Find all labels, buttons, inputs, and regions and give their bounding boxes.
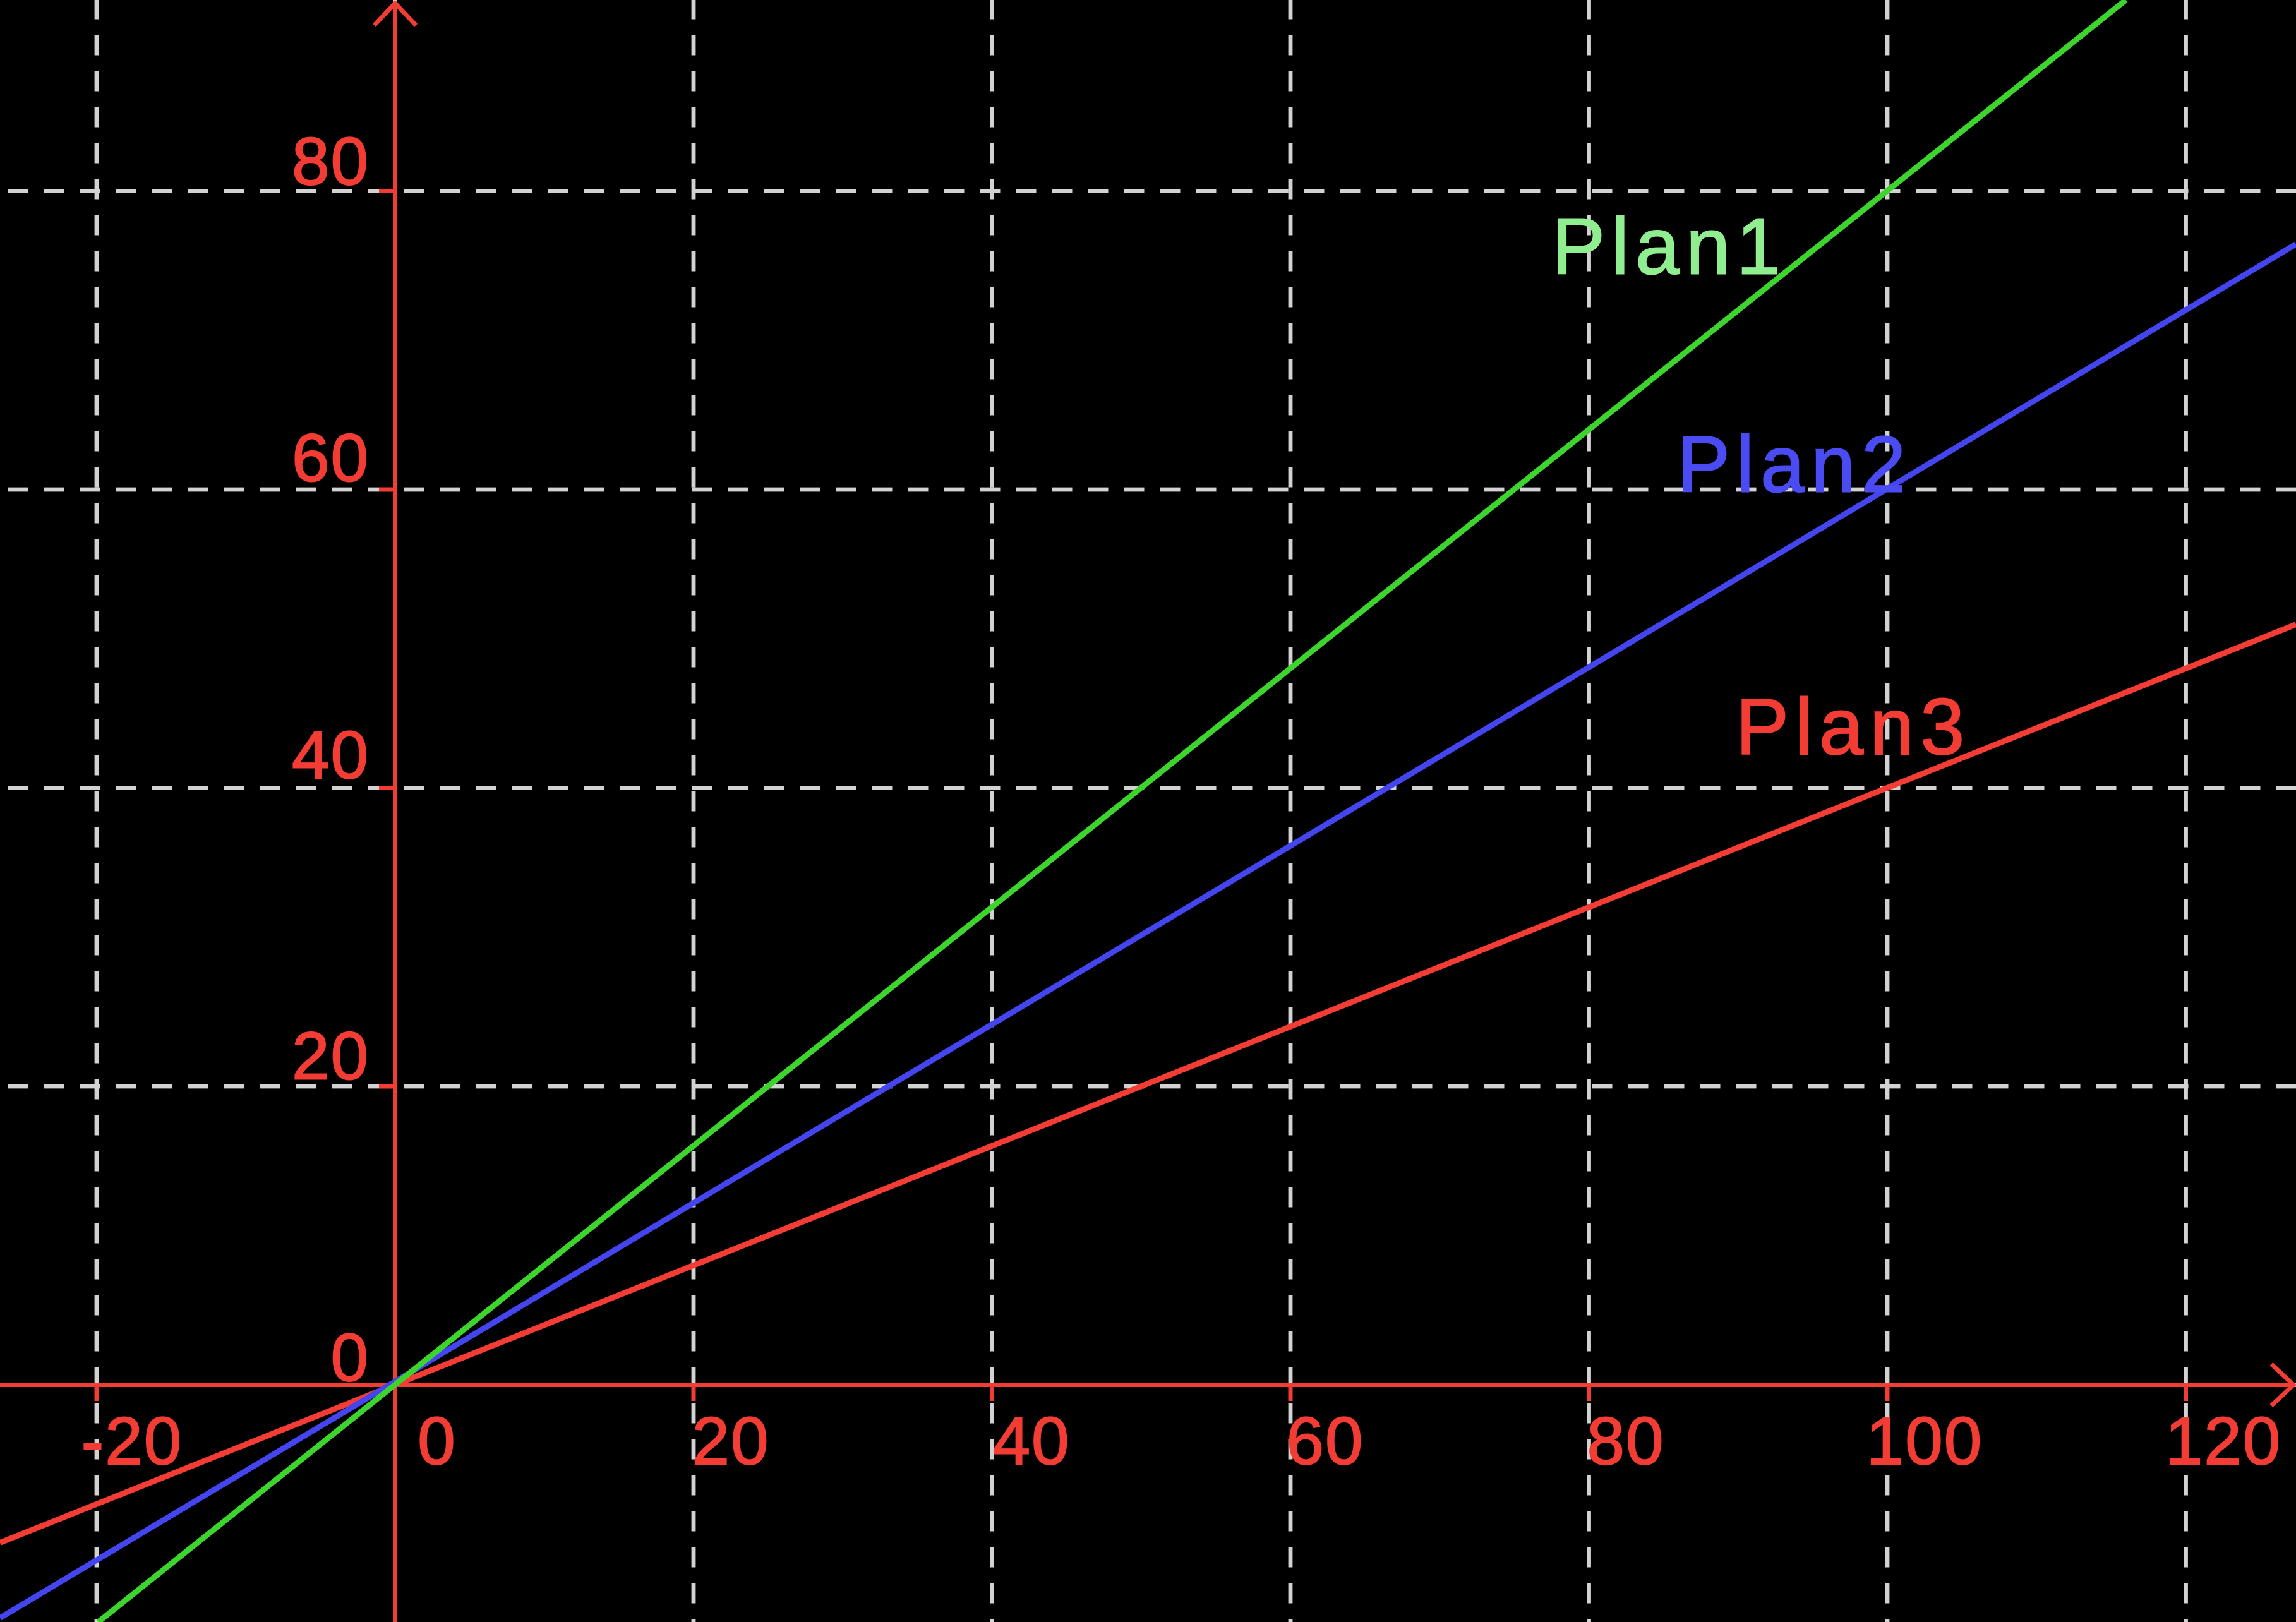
svg-text:Plan2: Plan2 — [1677, 420, 1912, 509]
svg-text:Plan1: Plan1 — [1552, 202, 1787, 291]
svg-text:Plan3: Plan3 — [1736, 682, 1971, 771]
svg-text:100: 100 — [1866, 1403, 1983, 1479]
svg-text:120: 120 — [2165, 1403, 2282, 1479]
svg-text:40: 40 — [292, 717, 370, 793]
svg-text:80: 80 — [1587, 1403, 1664, 1479]
svg-text:20: 20 — [692, 1403, 769, 1479]
svg-text:0: 0 — [418, 1403, 457, 1479]
svg-text:80: 80 — [292, 123, 370, 199]
svg-text:20: 20 — [292, 1018, 370, 1094]
svg-text:60: 60 — [292, 420, 370, 496]
svg-text:-20: -20 — [81, 1403, 183, 1479]
svg-text:60: 60 — [1286, 1403, 1364, 1479]
svg-text:40: 40 — [992, 1403, 1070, 1479]
svg-text:0: 0 — [330, 1319, 370, 1395]
